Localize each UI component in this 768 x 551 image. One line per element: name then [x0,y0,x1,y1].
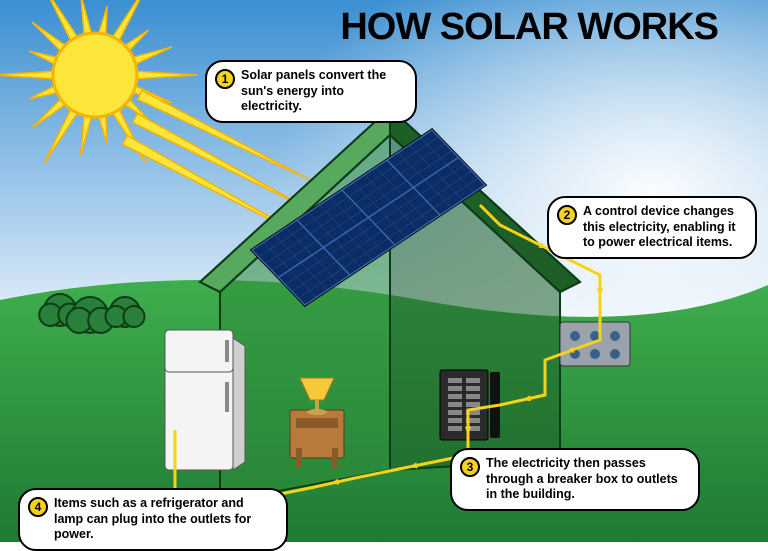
step-number-badge: 3 [460,457,480,477]
callout-text: The electricity then passes through a br… [486,456,688,503]
callout-step-3: 3 The electricity then passes through a b… [450,448,700,511]
step-number-badge: 1 [215,69,235,89]
step-number-badge: 2 [557,205,577,225]
callout-text: Items such as a refrigerator and lamp ca… [54,496,276,543]
control-device-icon [560,322,630,366]
callout-text: A control device changes this electricit… [583,204,745,251]
callout-step-2: 2 A control device changes this electrici… [547,196,757,259]
callout-step-1: 1 Solar panels convert the sun's energy i… [205,60,417,123]
fridge-icon [165,330,245,470]
step-number-badge: 4 [28,497,48,517]
page-title: HOW SOLAR WORKS [340,6,718,49]
callout-step-4: 4 Items such as a refrigerator and lamp c… [18,488,288,551]
callout-text: Solar panels convert the sun's energy in… [241,68,405,115]
